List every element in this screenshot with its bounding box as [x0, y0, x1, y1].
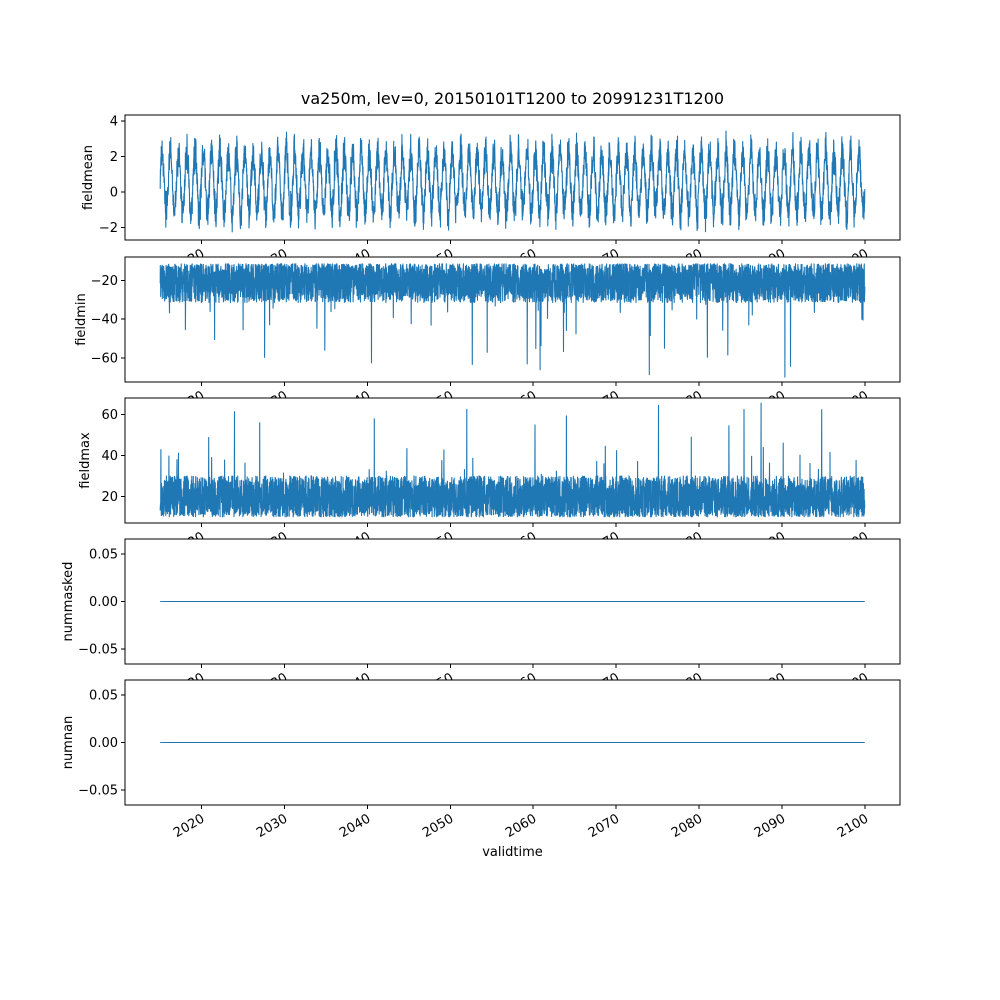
y-axis-label-fieldmax: fieldmax [78, 432, 93, 489]
y-tick-label: 0.05 [89, 548, 118, 563]
subplots-group: −202420202030204020502060207020802090210… [78, 114, 901, 841]
y-tick-label: 0.05 [89, 689, 118, 704]
subplot-nummasked: −0.050.000.05202020302040205020602070208… [78, 538, 901, 700]
x-axis-label: validtime [482, 845, 543, 860]
series-line-fieldmin [159, 263, 866, 378]
y-tick-label: −20 [91, 274, 118, 289]
subplot-fieldmean: −202420202030204020502060207020802090210… [99, 114, 901, 276]
x-tick-label: 2080 [669, 811, 705, 841]
x-tick-label: 2040 [337, 811, 373, 841]
series-line-fieldmax [159, 402, 866, 518]
x-tick-label: 2060 [503, 811, 539, 841]
y-tick-label: 40 [101, 449, 118, 464]
x-tick-label: 2100 [835, 811, 871, 841]
axes-frame [124, 114, 901, 241]
y-tick-label: −40 [91, 313, 118, 328]
y-tick-label: 60 [101, 408, 118, 423]
y-tick-label: −0.05 [78, 783, 118, 798]
x-tick-label: 2050 [420, 811, 456, 841]
subplot-numnan: −0.05 0.00 0.05 2020 2030 2040 2050 2060 2070 208… [78, 679, 901, 841]
x-tick-label: 2020 [171, 811, 207, 841]
series-line-fieldmean [159, 130, 866, 233]
y-tick-label: 2 [110, 150, 118, 165]
y-tick-label: −0.05 [78, 642, 118, 657]
x-tick-label: 2030 [254, 811, 290, 841]
y-tick-label: 0.00 [89, 595, 118, 610]
y-axis-label-numnan: numnan [61, 716, 76, 770]
axes-frame [124, 397, 901, 524]
y-tick-label: −2 [99, 221, 118, 236]
y-tick-label: 4 [110, 115, 118, 130]
y-tick-label: 0 [110, 186, 118, 201]
x-tick-label: 2090 [752, 811, 788, 841]
y-axis-label-nummasked: nummasked [61, 562, 76, 642]
y-tick-label: 0.00 [89, 736, 118, 751]
y-axis-label-fieldmean: fieldmean [81, 145, 96, 210]
x-tick-label: 2070 [586, 811, 622, 841]
chart-title: va250m, lev=0, 20150101T1200 to 20991231… [301, 89, 724, 108]
y-axis-label-fieldmin: fieldmin [74, 293, 89, 346]
subplot-fieldmax: 2040602020203020402050206020702080209021… [101, 397, 901, 559]
subplot-fieldmin: −60−40−202020203020402050206020702080209… [91, 256, 901, 418]
y-tick-label: 20 [101, 490, 118, 505]
y-tick-label: −60 [91, 351, 118, 366]
